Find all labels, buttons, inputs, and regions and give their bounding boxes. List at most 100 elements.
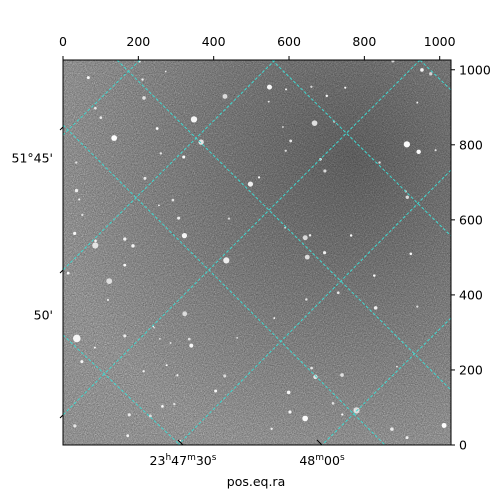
world-x-tick bbox=[316, 439, 323, 446]
image bbox=[63, 60, 451, 445]
star bbox=[148, 414, 152, 418]
star bbox=[390, 427, 394, 431]
star bbox=[349, 234, 353, 237]
star bbox=[311, 120, 318, 126]
star bbox=[111, 135, 118, 141]
world-y-tick-label: 51°45' bbox=[12, 151, 54, 166]
star bbox=[86, 76, 90, 80]
star bbox=[247, 181, 254, 187]
star bbox=[93, 346, 96, 349]
star bbox=[158, 337, 161, 340]
x-axis-label: pos.eq.ra bbox=[227, 474, 285, 489]
star bbox=[416, 149, 421, 155]
star bbox=[75, 161, 78, 164]
star bbox=[126, 434, 130, 438]
star bbox=[286, 390, 291, 395]
star bbox=[182, 155, 186, 159]
star bbox=[173, 402, 176, 406]
star bbox=[323, 169, 327, 173]
image-shade bbox=[63, 60, 451, 445]
star bbox=[284, 149, 287, 152]
star bbox=[434, 149, 437, 152]
y-tick-label: 400 bbox=[459, 287, 483, 302]
grid-line bbox=[63, 60, 421, 416]
star bbox=[123, 334, 127, 338]
x-tick-label: 600 bbox=[277, 34, 301, 49]
grid-line bbox=[63, 334, 181, 445]
star bbox=[373, 306, 378, 310]
star bbox=[66, 271, 70, 275]
star bbox=[106, 298, 110, 302]
star bbox=[416, 305, 419, 308]
star bbox=[391, 60, 395, 63]
world-y-tick-label: 50' bbox=[34, 308, 53, 323]
grid-line bbox=[419, 60, 451, 91]
star bbox=[310, 366, 313, 370]
world-x-tick-label: 23h47m30s bbox=[150, 453, 217, 468]
star bbox=[158, 204, 160, 207]
grid-line bbox=[63, 60, 141, 136]
star bbox=[378, 161, 381, 164]
y-tick-label: 800 bbox=[459, 137, 483, 152]
star bbox=[92, 242, 99, 249]
y-tick-label: 600 bbox=[459, 212, 483, 227]
star bbox=[169, 342, 172, 345]
star bbox=[123, 263, 127, 267]
star bbox=[429, 72, 433, 76]
x-tick-label: 200 bbox=[126, 34, 150, 49]
star bbox=[267, 100, 270, 103]
star bbox=[405, 436, 409, 440]
star bbox=[302, 235, 308, 241]
star bbox=[73, 231, 77, 235]
star bbox=[99, 116, 103, 119]
world-y-tick bbox=[59, 269, 64, 274]
x-tick-label: 800 bbox=[352, 34, 376, 49]
star bbox=[223, 257, 230, 264]
x-tick-label: 1000 bbox=[424, 34, 456, 49]
star bbox=[441, 423, 447, 428]
star bbox=[171, 198, 175, 202]
y-tick-label: 1000 bbox=[459, 62, 491, 77]
star bbox=[123, 237, 127, 241]
star bbox=[181, 233, 188, 239]
grid-line bbox=[63, 124, 386, 445]
star bbox=[81, 213, 84, 217]
y-tick-label: 200 bbox=[459, 362, 483, 377]
star bbox=[164, 70, 167, 73]
star bbox=[223, 374, 227, 378]
star bbox=[325, 94, 328, 98]
world-grid bbox=[63, 60, 451, 445]
stars bbox=[66, 60, 447, 442]
star bbox=[270, 427, 273, 430]
star bbox=[131, 244, 135, 248]
star bbox=[187, 337, 191, 341]
star bbox=[94, 239, 97, 243]
star bbox=[106, 278, 113, 285]
star bbox=[165, 364, 168, 367]
star bbox=[331, 402, 335, 405]
star bbox=[405, 195, 410, 199]
star bbox=[190, 116, 198, 123]
star bbox=[176, 374, 179, 377]
star bbox=[289, 139, 293, 143]
grid-line bbox=[177, 169, 451, 445]
frame bbox=[62, 59, 452, 446]
star bbox=[323, 251, 327, 255]
star bbox=[273, 317, 276, 319]
star bbox=[73, 334, 81, 343]
x-tick-label: 400 bbox=[202, 34, 226, 49]
grid-line bbox=[271, 60, 451, 237]
star bbox=[227, 217, 231, 220]
star bbox=[340, 373, 344, 377]
star bbox=[341, 413, 344, 416]
y-tick-label: 0 bbox=[459, 438, 467, 453]
star bbox=[304, 254, 310, 260]
star bbox=[313, 374, 318, 380]
star bbox=[266, 84, 273, 90]
star bbox=[222, 93, 228, 99]
star bbox=[416, 101, 419, 104]
star bbox=[78, 198, 81, 201]
star bbox=[74, 188, 79, 193]
star bbox=[336, 291, 340, 295]
